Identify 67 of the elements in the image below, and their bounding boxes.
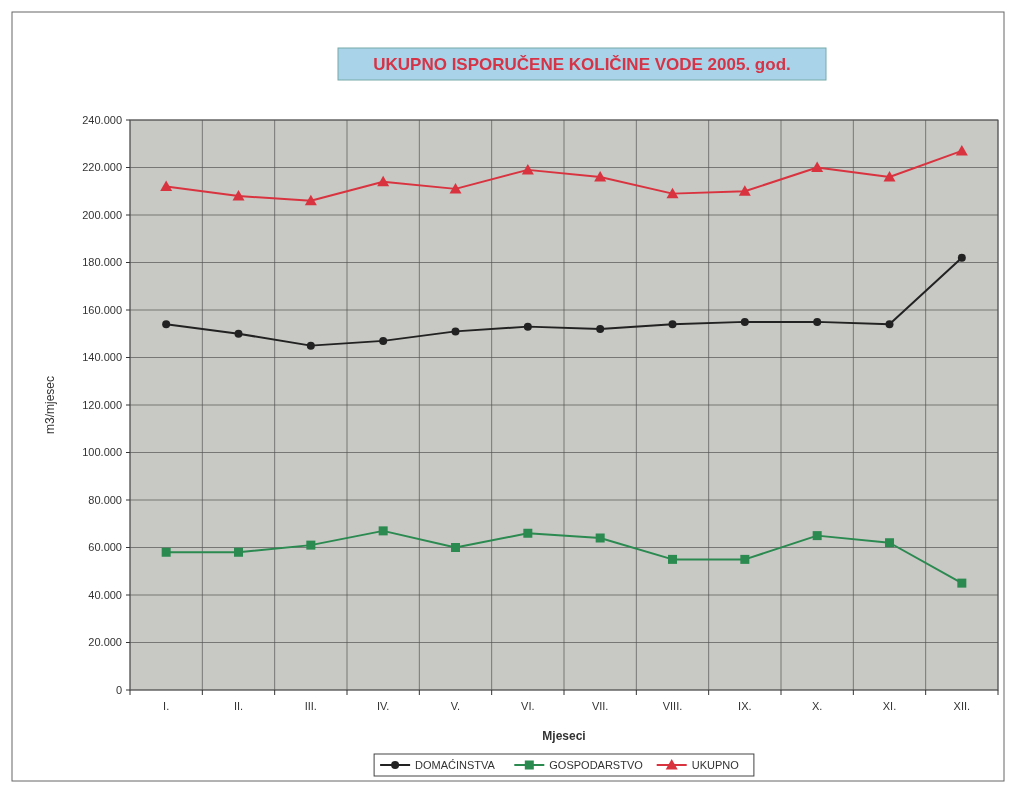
point (811, 161, 824, 172)
point (738, 185, 751, 196)
y-tick-label: 60.000 (88, 541, 122, 554)
point (957, 578, 967, 588)
y-tick-label: 100.000 (82, 446, 122, 459)
point (740, 554, 750, 564)
y-axis-title: m3/mjesec (43, 375, 57, 435)
point (306, 341, 315, 350)
legend-label: GOSPODARSTVO (549, 759, 644, 771)
x-tick-label: VII. (591, 700, 609, 712)
point (521, 163, 534, 175)
chart-title: UKUPNO ISPORUČENE KOLIČINE VODE 2005. god. (373, 55, 791, 74)
x-axis-title: Mjeseci (542, 729, 586, 743)
point (885, 538, 894, 548)
y-tick-label: 180.000 (82, 256, 122, 269)
point (594, 171, 607, 182)
x-tick-label: V. (450, 700, 461, 712)
point (232, 190, 245, 201)
point (451, 327, 460, 336)
x-tick-label: XI. (882, 700, 897, 712)
point (161, 547, 171, 557)
point (740, 317, 749, 326)
point (523, 322, 532, 331)
point (813, 317, 822, 326)
x-tick-label: III. (304, 700, 317, 712)
x-tick-label: IX. (738, 700, 752, 712)
point (883, 171, 896, 182)
point (377, 175, 390, 187)
y-tick-label: 200.000 (82, 208, 122, 221)
point (523, 528, 533, 538)
y-tick-label: 220.000 (82, 161, 122, 174)
point (234, 547, 243, 557)
x-tick-label: II. (233, 700, 244, 712)
point (451, 543, 460, 552)
point (668, 554, 677, 564)
y-tick-label: 80.000 (88, 493, 122, 506)
point (596, 325, 605, 333)
point (162, 320, 171, 329)
point (449, 182, 462, 194)
point (812, 531, 822, 541)
point (378, 526, 388, 536)
point (306, 540, 316, 550)
y-tick-label: 160.000 (82, 303, 122, 316)
x-tick-label: VI. (521, 700, 535, 712)
legend-label: UKUPNO (691, 759, 740, 771)
y-tick-label: 40.000 (88, 588, 122, 601)
point (957, 253, 966, 262)
point (955, 144, 968, 156)
point (595, 533, 605, 543)
point (885, 320, 894, 329)
y-tick-label: 120.000 (82, 398, 122, 411)
x-tick-label: I. (163, 700, 170, 712)
y-tick-label: 20.000 (88, 636, 122, 649)
point (666, 187, 679, 199)
y-tick-label: 140.000 (82, 351, 122, 364)
point (160, 180, 173, 191)
point (668, 320, 677, 329)
y-tick-label: 240.000 (82, 113, 122, 126)
x-tick-label: XII. (953, 700, 971, 712)
point (304, 194, 317, 206)
point (234, 329, 243, 338)
y-tick-label: 0 (115, 683, 122, 696)
point (379, 336, 388, 345)
x-tick-label: X. (811, 700, 823, 712)
legend-label: DOMAĆINSTVA (415, 759, 496, 771)
x-tick-label: VIII. (662, 700, 683, 712)
x-tick-label: IV. (376, 700, 390, 712)
